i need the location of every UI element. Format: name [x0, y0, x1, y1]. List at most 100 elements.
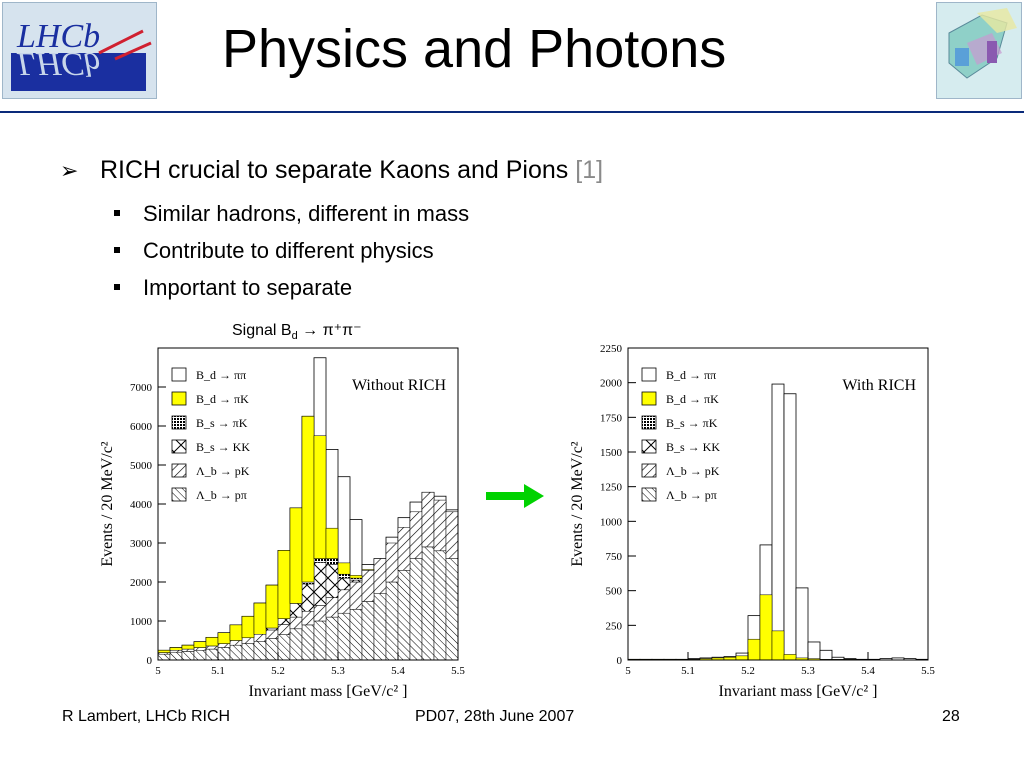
histogram-bar — [229, 624, 243, 641]
legend-label: B_d → ππ — [196, 368, 246, 382]
histogram-bar — [265, 638, 279, 661]
sub-bullet-text: Important to separate — [143, 275, 353, 300]
histogram-bar — [253, 634, 267, 642]
legend-label: Λ_b → pK — [666, 464, 720, 478]
signal-decay: → π⁺π⁻ — [302, 322, 362, 339]
histogram-bar — [301, 624, 315, 661]
histogram-bar — [289, 603, 303, 618]
histogram-bar — [313, 435, 327, 559]
legend-label: B_s → πK — [196, 416, 248, 430]
svg-text:LHCb: LHCb — [16, 18, 100, 55]
x-axis-label: Invariant mass [GeV/c² ] — [249, 683, 408, 700]
histogram-bar — [349, 609, 363, 661]
legend-swatch — [641, 391, 657, 406]
histogram-bar — [783, 654, 797, 661]
histogram-bar — [397, 570, 411, 661]
y-tick-label: 6000 — [130, 421, 153, 433]
detector-icon — [936, 2, 1022, 99]
footer-event: PD07, 28th June 2007 — [415, 708, 575, 725]
plot-title: Without RICH — [352, 377, 446, 394]
legend-swatch — [641, 415, 657, 430]
legend-label: Λ_b → pK — [196, 464, 250, 478]
histogram-bar — [205, 648, 219, 661]
histogram-bar — [193, 647, 207, 651]
histogram-bar — [409, 511, 423, 559]
lhcb-logo: LHCb LHCb — [2, 2, 157, 99]
y-axis-label: Events / 20 MeV/c² — [569, 441, 586, 566]
histogram-bar — [265, 627, 279, 631]
footer-author: R Lambert, LHCb RICH — [62, 708, 231, 725]
histogram-bar — [277, 550, 291, 619]
histogram-bar — [301, 583, 315, 612]
x-tick-label: 5.5 — [921, 665, 935, 677]
histogram-bar — [385, 581, 399, 661]
sub-bullet-text: Similar hadrons, different in mass — [143, 201, 470, 226]
histogram-bar — [397, 527, 411, 571]
histogram-bar — [229, 640, 243, 646]
histogram-bar — [217, 647, 231, 661]
histogram-bar — [157, 653, 171, 661]
histogram-bar — [301, 416, 315, 583]
histogram-bar — [325, 564, 339, 598]
legend-swatch — [171, 487, 187, 502]
y-tick-label: 0 — [147, 655, 153, 667]
histogram-bar — [337, 562, 351, 575]
histogram-bar — [265, 629, 279, 639]
x-tick-label: 5 — [155, 665, 161, 677]
histogram-bar-total — [807, 641, 821, 661]
histogram-bar — [241, 637, 255, 644]
histogram-bar — [205, 645, 219, 650]
page-title: Physics and Photons — [222, 19, 727, 79]
y-tick-label: 1000 — [130, 616, 153, 628]
x-tick-label: 5.1 — [681, 665, 695, 677]
signal-caption: Signal Bd → π⁺π⁻ — [232, 320, 362, 342]
histogram-bar — [289, 616, 303, 630]
title-divider — [0, 111, 1024, 113]
histogram-bar-total — [795, 587, 809, 661]
histogram-bar — [229, 644, 243, 661]
y-tick-label: 3000 — [130, 538, 153, 550]
legend-swatch — [641, 367, 657, 382]
histogram-bar — [337, 577, 351, 591]
legend-label: B_d → πK — [196, 392, 249, 406]
histogram-bar — [265, 584, 279, 629]
histogram-bar — [205, 637, 219, 647]
histogram-bar — [277, 618, 291, 625]
histogram-bar — [735, 655, 749, 661]
legend-label: Λ_b → pπ — [196, 488, 247, 502]
y-tick-label: 2000 — [130, 577, 153, 589]
histogram-bar — [373, 593, 387, 661]
y-tick-label: 500 — [606, 586, 623, 598]
y-tick-label: 2250 — [600, 343, 623, 355]
histogram-bar-total — [783, 393, 797, 661]
sub-bullet-text: Contribute to different physics — [143, 238, 434, 263]
reference-link[interactable]: [1] — [575, 156, 604, 184]
histogram-bar — [169, 650, 183, 653]
x-tick-label: 5.3 — [331, 665, 345, 677]
histogram-bar — [277, 634, 291, 661]
histogram-bar — [289, 628, 303, 661]
legend-swatch — [641, 487, 657, 502]
histogram-bar — [301, 581, 315, 585]
histogram-bar — [325, 527, 339, 559]
x-tick-label: 5.1 — [211, 665, 225, 677]
x-tick-label: 5 — [625, 665, 631, 677]
histogram-bar — [337, 573, 351, 579]
legend-label: B_d → ππ — [666, 368, 716, 382]
y-tick-label: 1500 — [600, 447, 623, 459]
histogram-bar — [325, 558, 339, 565]
histogram-bar — [349, 575, 363, 579]
histogram-bar-total — [819, 649, 833, 661]
histogram-bar — [313, 620, 327, 661]
histogram-bar — [289, 507, 303, 604]
histogram-bar — [759, 594, 773, 661]
svg-text:LHCb: LHCb — [16, 45, 100, 82]
histogram-bar — [217, 643, 231, 648]
y-axis-label: Events / 20 MeV/c² — [99, 441, 116, 566]
legend-swatch — [641, 439, 657, 454]
histogram-bar — [771, 630, 785, 661]
histogram-bar — [433, 550, 447, 661]
histogram-bar — [361, 570, 375, 602]
legend-swatch — [171, 415, 187, 430]
histogram-bar — [385, 542, 399, 583]
